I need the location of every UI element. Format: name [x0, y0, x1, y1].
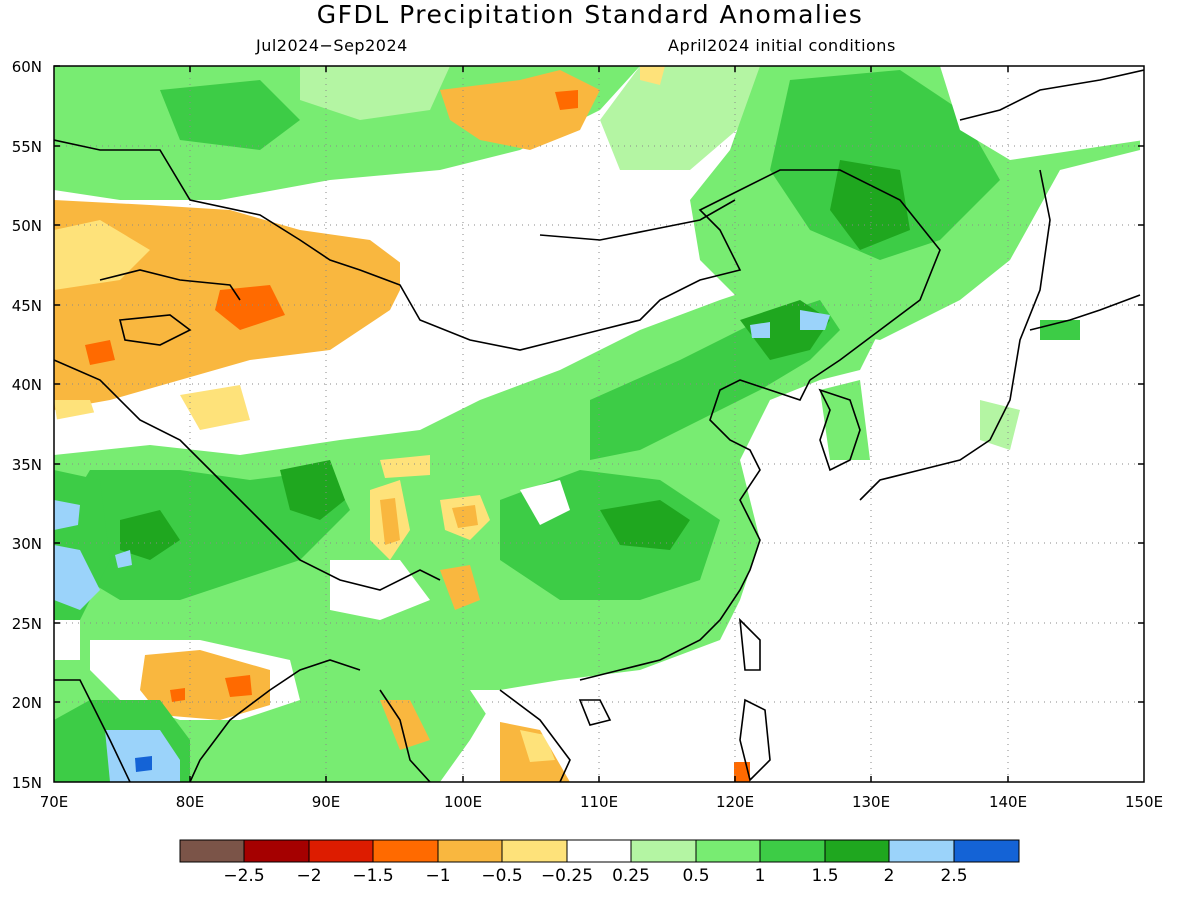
lat-label: 20N: [12, 694, 42, 712]
balkhash-lake: [118, 314, 192, 346]
lat-label: 60N: [12, 58, 42, 76]
colorbar-swatch: [566, 839, 632, 863]
colorbar-label: −0.5: [481, 866, 522, 886]
lat-label: 55N: [12, 138, 42, 156]
lat-label: 30N: [12, 535, 42, 553]
colorbar-swatch: [179, 839, 245, 863]
colorbar-label: −2.5: [223, 866, 264, 886]
lat-label: 40N: [12, 376, 42, 394]
taiwan-coast: [738, 617, 761, 671]
luzon-coast: [739, 698, 771, 782]
china-northern-border: [54, 139, 941, 381]
colorbar-swatch: [437, 839, 503, 863]
himalaya-border: [54, 359, 441, 591]
lon-label: 150E: [1125, 793, 1163, 811]
aral-caspian-shore: [99, 269, 241, 301]
colorbar-label: 0.5: [682, 866, 709, 886]
lat-label: 25N: [12, 615, 42, 633]
initial-conditions: April2024 initial conditions: [668, 36, 896, 55]
anomaly-field: [54, 66, 1144, 782]
colorbar: [179, 839, 1020, 863]
lon-label: 140E: [989, 793, 1027, 811]
tick-marks: [54, 65, 1144, 782]
lat-label: 45N: [12, 297, 42, 315]
mongolia-russia-border: [539, 199, 736, 241]
korea-coast: [818, 388, 861, 472]
latitude-labels: 60N 55N 50N 45N 40N 35N 30N 25N 20N 15N: [12, 58, 42, 792]
colorbar-label: 0.25: [612, 866, 650, 886]
colorbar-swatch: [630, 839, 697, 863]
lon-label: 100E: [444, 793, 482, 811]
lon-label: 110E: [580, 793, 618, 811]
colorbar-label: 2.5: [940, 866, 967, 886]
longitude-labels: 70E 80E 90E 100E 110E 120E 130E 140E 150…: [40, 793, 1163, 811]
colorbar-label: 1.5: [811, 866, 838, 886]
colorbar-swatch: [308, 839, 374, 863]
lon-label: 130E: [852, 793, 890, 811]
colorbar-label: 1: [755, 866, 766, 886]
myanmar-coast: [379, 689, 431, 782]
colorbar-labels: −2.5 −2 −1.5 −1 −0.5 −0.25 0.25 0.5 1 1.…: [223, 866, 967, 886]
hokkaido-kurils: [1029, 294, 1141, 331]
map-title: GFDL Precipitation Standard Anomalies: [316, 0, 864, 29]
colorbar-swatch: [824, 839, 890, 863]
colorbar-label: 2: [884, 866, 895, 886]
lat-label: 35N: [12, 456, 42, 474]
colorbar-label: −2: [296, 866, 321, 886]
china-coast: [579, 379, 811, 681]
forecast-period: Jul2024−Sep2024: [256, 36, 408, 55]
colorbar-swatch: [695, 839, 761, 863]
hainan-coast: [578, 699, 612, 726]
colorbar-swatch: [372, 839, 439, 863]
lat-label: 50N: [12, 217, 42, 235]
india-west-coast: [54, 679, 131, 782]
colorbar-label: −0.25: [541, 866, 593, 886]
lon-label: 80E: [176, 793, 205, 811]
lat-label: 15N: [12, 774, 42, 792]
colorbar-swatch: [501, 839, 568, 863]
colorbar-swatch: [953, 839, 1020, 863]
colorbar-label: −1.5: [352, 866, 393, 886]
colorbar-swatch: [888, 839, 955, 863]
lon-label: 70E: [40, 793, 69, 811]
vietnam-coast: [499, 689, 571, 782]
india-east-coast: [189, 659, 361, 782]
coastlines: [54, 69, 1144, 782]
okhotsk-coast: [959, 69, 1144, 121]
lon-label: 120E: [716, 793, 754, 811]
colorbar-swatch: [243, 839, 310, 863]
colorbar-label: −1: [425, 866, 450, 886]
lon-label: 90E: [312, 793, 341, 811]
japan-coast: [859, 169, 1051, 501]
colorbar-swatch: [759, 839, 826, 863]
